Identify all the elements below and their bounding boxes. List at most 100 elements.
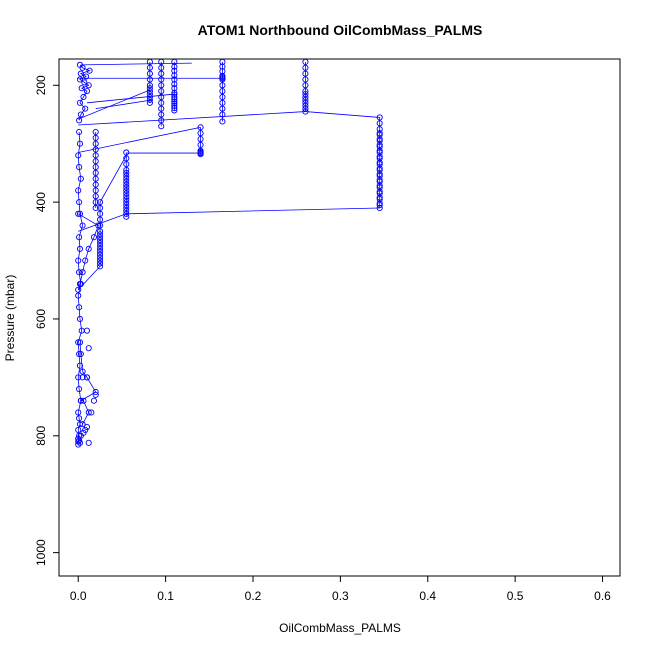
data-point bbox=[158, 111, 165, 118]
data-point bbox=[376, 161, 383, 168]
x-axis-label: OilCombMass_PALMS bbox=[279, 621, 401, 635]
data-point bbox=[171, 96, 178, 103]
connector-line bbox=[80, 62, 192, 66]
data-point bbox=[146, 64, 153, 71]
data-point bbox=[197, 141, 204, 148]
data-point bbox=[171, 107, 178, 114]
data-point bbox=[123, 175, 130, 182]
data-point bbox=[302, 105, 309, 112]
data-point bbox=[219, 105, 226, 112]
data-point bbox=[197, 124, 204, 131]
data-point bbox=[376, 137, 383, 144]
data-point bbox=[97, 257, 104, 264]
data-point bbox=[219, 68, 226, 75]
data-point bbox=[302, 76, 309, 83]
data-point bbox=[76, 210, 84, 217]
data-point bbox=[219, 82, 226, 89]
data-point bbox=[76, 432, 83, 439]
data-point bbox=[171, 105, 178, 112]
data-point bbox=[75, 286, 82, 293]
data-point bbox=[79, 421, 86, 428]
data-point bbox=[123, 181, 130, 188]
data-point bbox=[302, 64, 309, 71]
data-point bbox=[76, 415, 83, 422]
series-line bbox=[77, 131, 84, 442]
data-point bbox=[123, 184, 130, 191]
data-point bbox=[376, 201, 383, 209]
data-point bbox=[171, 91, 178, 98]
data-point bbox=[76, 117, 83, 124]
data-point bbox=[123, 190, 130, 197]
data-point bbox=[92, 193, 99, 200]
data-point bbox=[219, 74, 226, 81]
y-axis-label: Pressure (mbar) bbox=[3, 275, 17, 362]
data-point bbox=[92, 164, 99, 171]
x-tick-label: 0.4 bbox=[419, 589, 436, 603]
data-point bbox=[95, 222, 102, 229]
chart-title: ATOM1 Northbound OilCombMass_PALMS bbox=[198, 22, 483, 38]
x-tick-label: 0.5 bbox=[507, 589, 524, 603]
data-point bbox=[376, 196, 383, 203]
data-point bbox=[76, 164, 83, 171]
data-point bbox=[76, 315, 84, 323]
data-point bbox=[376, 120, 383, 127]
x-tick-label: 0.2 bbox=[245, 589, 262, 603]
data-point bbox=[171, 59, 178, 65]
data-point bbox=[92, 152, 99, 159]
data-point bbox=[76, 386, 83, 393]
data-point bbox=[82, 257, 89, 264]
data-point bbox=[76, 99, 84, 106]
series-line bbox=[77, 213, 99, 290]
data-point bbox=[123, 187, 130, 194]
connector-line bbox=[78, 89, 151, 120]
data-point bbox=[146, 82, 153, 89]
data-point bbox=[171, 76, 178, 83]
data-point bbox=[81, 79, 88, 86]
data-point bbox=[76, 304, 83, 311]
data-point bbox=[97, 204, 104, 212]
data-point bbox=[376, 149, 383, 156]
data-point bbox=[76, 339, 84, 346]
data-point bbox=[146, 59, 153, 65]
data-point bbox=[376, 155, 383, 162]
data-point bbox=[376, 166, 383, 174]
data-point bbox=[302, 91, 309, 98]
data-point bbox=[146, 76, 153, 83]
data-point bbox=[75, 438, 82, 445]
data-point bbox=[376, 131, 383, 138]
data-point bbox=[219, 59, 226, 65]
data-point bbox=[92, 181, 99, 188]
data-point bbox=[92, 134, 99, 141]
data-point bbox=[158, 64, 165, 71]
data-point bbox=[82, 105, 89, 112]
data-point bbox=[76, 61, 84, 68]
data-point bbox=[97, 228, 104, 235]
data-point bbox=[123, 199, 130, 206]
data-point bbox=[376, 171, 383, 178]
data-point bbox=[171, 85, 178, 92]
data-point bbox=[158, 88, 165, 95]
data-point bbox=[97, 242, 104, 249]
data-point bbox=[86, 67, 93, 74]
data-point bbox=[77, 175, 84, 182]
data-point bbox=[75, 257, 82, 264]
data-point bbox=[123, 196, 130, 203]
data-point bbox=[302, 59, 309, 65]
data-point bbox=[75, 409, 82, 416]
data-point bbox=[146, 96, 153, 103]
data-point bbox=[92, 199, 99, 206]
data-point bbox=[376, 130, 383, 137]
data-point bbox=[76, 140, 84, 147]
data-point bbox=[197, 135, 204, 143]
data-point bbox=[158, 117, 165, 124]
data-point bbox=[75, 339, 82, 346]
data-point bbox=[376, 159, 383, 166]
data-point bbox=[79, 374, 86, 381]
data-point bbox=[76, 280, 84, 287]
x-tick-label: 0.0 bbox=[70, 589, 87, 603]
data-point bbox=[75, 210, 82, 217]
data-point bbox=[77, 70, 84, 77]
data-point bbox=[85, 409, 92, 416]
y-tick-label: 600 bbox=[34, 309, 48, 329]
